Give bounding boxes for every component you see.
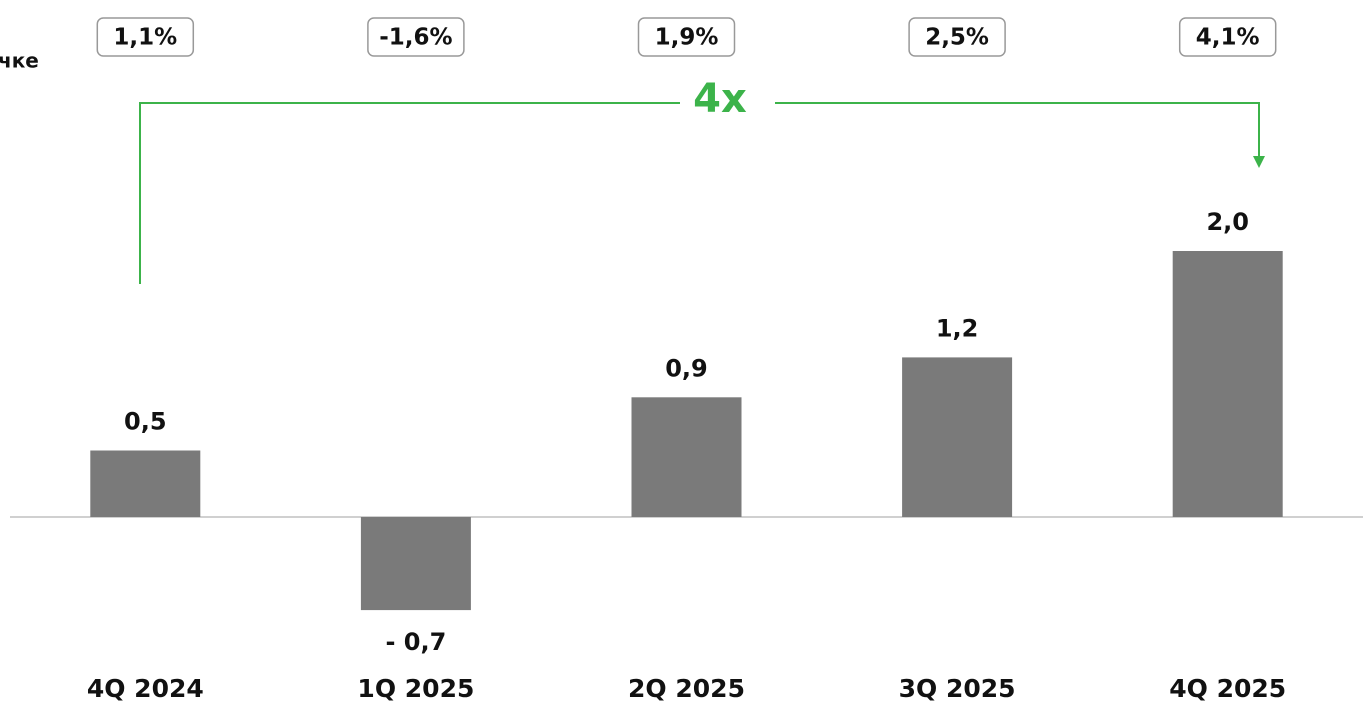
margin-box: [1178, 17, 1277, 57]
margin-label: 4,1%: [1196, 25, 1260, 51]
margin-label: 1,9%: [655, 25, 719, 51]
margin-box: [96, 17, 195, 57]
margin-label: 1,1%: [113, 25, 177, 51]
x-tick-label: 3Q 2025: [899, 674, 1016, 703]
bracket-left: [139, 102, 680, 284]
margin-box: [908, 17, 1006, 57]
bar: [90, 450, 201, 517]
bar: [902, 357, 1013, 517]
margin-box: [367, 17, 465, 57]
x-tick-label: 4Q 2025: [1169, 674, 1286, 703]
value-label: 1,2: [936, 314, 979, 342]
margin-label: -1,6%: [379, 25, 452, 51]
value-label: - 0,7: [385, 628, 446, 656]
value-label: 0,9: [665, 354, 708, 382]
subtitle: чке: [0, 49, 39, 73]
x-tick-label: 2Q 2025: [628, 674, 745, 703]
margin-box: [637, 17, 736, 57]
bracket-right: [775, 102, 1260, 160]
x-tick-label: 4Q 2024: [87, 674, 204, 703]
arrow-head: [1253, 156, 1265, 168]
value-label: 2,0: [1206, 208, 1249, 236]
growth-annotation: 4x: [693, 76, 747, 122]
growth-bracket: [139, 102, 1265, 284]
x-tick-label: 1Q 2025: [357, 674, 474, 703]
value-label: 0,5: [124, 408, 167, 436]
bar: [360, 517, 471, 611]
bar: [631, 397, 742, 517]
bar: [1172, 251, 1283, 517]
margin-label: 2,5%: [925, 25, 989, 51]
